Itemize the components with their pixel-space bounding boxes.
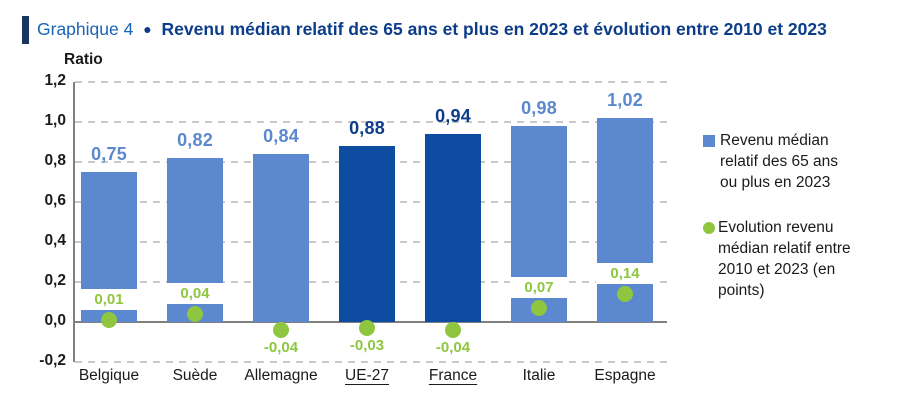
bar-value-label-su-de: 0,82: [177, 130, 213, 150]
gridline-1,2: [75, 81, 667, 83]
legend-label: Evolution revenu médian relatif entre 2010…: [718, 217, 851, 301]
bar-value-label-france: 0,94: [435, 106, 471, 126]
evolution-dot-belgique: [101, 312, 117, 328]
legend-item-bar-series: Revenu médian relatif des 65 ans ou plus e…: [703, 130, 893, 193]
evolution-value-label-allemagne: -0,04: [263, 339, 299, 356]
gridline-1,0: [75, 121, 667, 123]
title-accent-bar: [22, 16, 29, 44]
category-label-text: UE-27: [345, 367, 389, 384]
y-tick-label: 0,4: [44, 232, 66, 249]
category-label-text: Suède: [172, 367, 218, 384]
evolution-dot-ue-27: [359, 320, 375, 336]
bar-value-label-ue-27: 0,88: [349, 118, 385, 138]
category-label-france: France: [403, 367, 503, 385]
evolution-value-label-espagne: 0,14: [596, 263, 654, 284]
evolution-value-label-italie: 0,07: [510, 277, 568, 298]
legend-label-line: Evolution revenu: [718, 219, 834, 236]
evolution-value-label-ue-27: -0,03: [349, 337, 385, 354]
legend-label-line: relatif des 65 ans: [720, 153, 839, 170]
y-tick-label: 0,2: [44, 272, 66, 289]
category-label-belgique: Belgique: [59, 367, 159, 385]
category-label-text: Espagne: [594, 367, 656, 384]
bar-allemagne: [253, 154, 309, 322]
legend-item-dot-series: Evolution revenu médian relatif entre 2010…: [703, 217, 893, 301]
evolution-dot-italie: [531, 300, 547, 316]
y-tick-label: 1,2: [44, 72, 66, 89]
evolution-dot-espagne: [617, 286, 633, 302]
chart-title: Graphique 4 ● Revenu médian relatif des …: [37, 15, 827, 44]
chart-title-row: Graphique 4 ● Revenu médian relatif des …: [22, 15, 827, 44]
legend: Revenu médian relatif des 65 ans ou plus e…: [703, 130, 893, 325]
y-tick-label: 0,6: [44, 192, 66, 209]
y-tick-label: 1,0: [44, 112, 66, 129]
bar-france: [425, 134, 481, 322]
legend-label-line: médian relatif entre: [718, 240, 851, 257]
category-label-su-de: Suède: [145, 367, 245, 385]
legend-label-line: Revenu médian: [720, 132, 829, 149]
chart-title-main: Revenu médian relatif des 65 ans et plus…: [161, 19, 827, 39]
legend-square-swatch-icon: [703, 135, 715, 147]
legend-label-line: 2010 et 2023 (en: [718, 261, 836, 278]
category-label-text: Belgique: [78, 367, 140, 384]
bar-value-label-italie: 0,98: [521, 98, 557, 118]
category-label-text: France: [428, 367, 478, 384]
legend-label-line: ou plus en 2023: [720, 174, 831, 191]
y-tick-label: 0,0: [44, 312, 66, 329]
gridline--0,2: [75, 361, 667, 363]
category-label-text: Italie: [522, 367, 556, 384]
legend-circle-swatch-icon: [703, 222, 715, 234]
y-tick-label: 0,8: [44, 152, 66, 169]
category-label-espagne: Espagne: [575, 367, 675, 385]
bar-value-label-espagne: 1,02: [607, 90, 643, 110]
bar-ue-27: [339, 146, 395, 322]
bar-value-label-belgique: 0,75: [91, 144, 127, 164]
evolution-dot-france: [445, 322, 461, 338]
category-label-italie: Italie: [489, 367, 589, 385]
bar-value-label-allemagne: 0,84: [263, 126, 299, 146]
evolution-dot-allemagne: [273, 322, 289, 338]
evolution-value-label-france: -0,04: [435, 339, 471, 356]
category-label-text: Allemagne: [244, 367, 318, 384]
y-axis-title: Ratio: [64, 51, 103, 68]
title-bullet-icon: ●: [143, 21, 152, 37]
legend-label: Revenu médian relatif des 65 ans ou plus e…: [720, 130, 838, 193]
evolution-dot-su-de: [187, 306, 203, 322]
y-axis-line: [73, 82, 75, 362]
evolution-value-label-belgique: 0,01: [80, 289, 138, 310]
legend-label-line: points): [718, 282, 765, 299]
y-tick-label: -0,2: [39, 352, 66, 369]
chart-title-prefix: Graphique 4: [37, 19, 134, 39]
category-label-allemagne: Allemagne: [231, 367, 331, 385]
category-label-ue-27: UE-27: [317, 367, 417, 385]
evolution-value-label-su-de: 0,04: [166, 283, 224, 304]
